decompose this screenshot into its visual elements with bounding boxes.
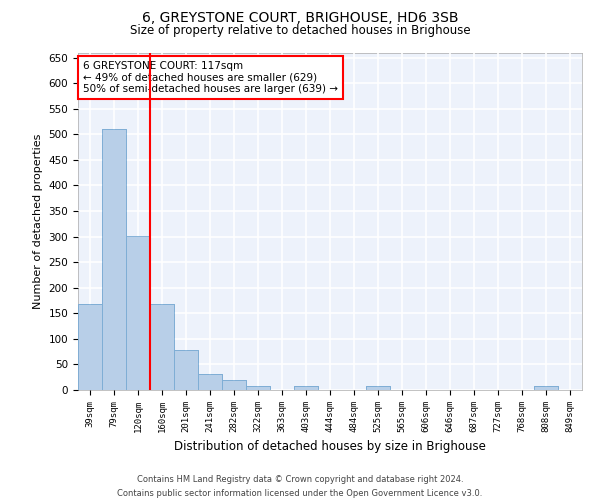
Bar [198, 374, 222, 390]
Text: 6 GREYSTONE COURT: 117sqm
← 49% of detached houses are smaller (629)
50% of semi: 6 GREYSTONE COURT: 117sqm ← 49% of detac… [83, 61, 338, 94]
X-axis label: Distribution of detached houses by size in Brighouse: Distribution of detached houses by size … [174, 440, 486, 454]
Bar [366, 386, 390, 390]
Bar [246, 386, 270, 390]
Bar [294, 386, 318, 390]
Bar [78, 304, 102, 390]
Bar [534, 386, 558, 390]
Bar [126, 236, 150, 390]
Bar [126, 236, 150, 390]
Bar [174, 350, 198, 390]
Bar [534, 386, 558, 390]
Bar [294, 386, 318, 390]
Bar [222, 380, 246, 390]
Bar [150, 304, 174, 390]
Text: 6, GREYSTONE COURT, BRIGHOUSE, HD6 3SB: 6, GREYSTONE COURT, BRIGHOUSE, HD6 3SB [142, 11, 458, 25]
Bar [150, 304, 174, 390]
Text: Contains HM Land Registry data © Crown copyright and database right 2024.
Contai: Contains HM Land Registry data © Crown c… [118, 476, 482, 498]
Bar [366, 386, 390, 390]
Bar [246, 386, 270, 390]
Y-axis label: Number of detached properties: Number of detached properties [33, 134, 43, 309]
Bar [174, 350, 198, 390]
Bar [222, 380, 246, 390]
Text: Size of property relative to detached houses in Brighouse: Size of property relative to detached ho… [130, 24, 470, 37]
Bar [102, 129, 126, 390]
Bar [102, 129, 126, 390]
Bar [78, 304, 102, 390]
Bar [198, 374, 222, 390]
